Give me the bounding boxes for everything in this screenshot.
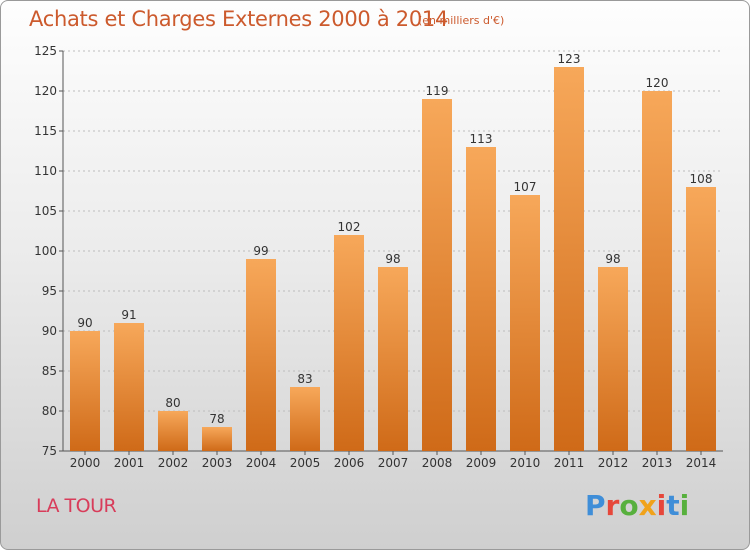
data-label-2006: 102	[338, 220, 361, 234]
y-tick-label: 75	[42, 444, 57, 458]
data-label-2005: 83	[297, 372, 312, 386]
x-tick-label-2003: 2003	[202, 456, 233, 470]
bar-2002	[158, 411, 188, 451]
chart-subtitle: (en milliers d'€)	[418, 14, 505, 27]
bar-2007	[378, 267, 408, 451]
data-label-2007: 98	[385, 252, 400, 266]
proxiti-logo: Proxiti	[585, 489, 689, 522]
data-label-2004: 99	[253, 244, 268, 258]
data-label-2000: 90	[77, 316, 92, 330]
bar-2013	[642, 91, 672, 451]
place-label: LA TOUR	[36, 495, 117, 517]
logo-letter: t	[666, 489, 680, 522]
data-label-2013: 120	[646, 76, 669, 90]
bar-2006	[334, 235, 364, 451]
data-labels: 90 91 80 78 99 83 102 98 119 113 107 123 98 120 108	[77, 52, 712, 426]
data-label-2014: 108	[690, 172, 713, 186]
data-label-2011: 123	[558, 52, 581, 66]
x-tick-label-2008: 2008	[422, 456, 453, 470]
x-tick-label-2011: 2011	[554, 456, 585, 470]
x-tick-label-2013: 2013	[642, 456, 673, 470]
bar-2003	[202, 427, 232, 451]
y-tick-label: 100	[34, 244, 57, 258]
x-tick-label-2007: 2007	[378, 456, 409, 470]
chart-title: Achats et Charges Externes 2000 à 2014	[29, 7, 449, 31]
x-tick-label-2002: 2002	[158, 456, 189, 470]
bar-2005	[290, 387, 320, 451]
y-tick-label: 95	[42, 284, 57, 298]
bar-2000	[70, 331, 100, 451]
data-label-2010: 107	[514, 180, 537, 194]
x-tick-label-2014: 2014	[686, 456, 717, 470]
logo-letter: o	[619, 489, 639, 522]
data-label-2003: 78	[209, 412, 224, 426]
y-tick-label: 80	[42, 404, 57, 418]
x-tick-label-2009: 2009	[466, 456, 497, 470]
y-tick-label: 110	[34, 164, 57, 178]
x-tick-label-2004: 2004	[246, 456, 277, 470]
bar-2001	[114, 323, 144, 451]
logo-letter: x	[638, 489, 657, 522]
y-tick-label: 115	[34, 124, 57, 138]
y-tick-label: 120	[34, 84, 57, 98]
x-tick-label-2000: 2000	[70, 456, 101, 470]
y-tick-label: 105	[34, 204, 57, 218]
logo-letter: P	[585, 489, 606, 522]
data-label-2012: 98	[605, 252, 620, 266]
bar-2008	[422, 99, 452, 451]
bar-2004	[246, 259, 276, 451]
logo-letter: r	[605, 489, 620, 522]
y-axis-ticks: 75 80 85 90 95 100 105 110 115 120 125	[34, 44, 63, 458]
data-label-2001: 91	[121, 308, 136, 322]
x-tick-label-2006: 2006	[334, 456, 365, 470]
bar-2010	[510, 195, 540, 451]
y-tick-label: 125	[34, 44, 57, 58]
x-tick-label-2001: 2001	[114, 456, 145, 470]
x-tick-label-2012: 2012	[598, 456, 629, 470]
logo-letter: i	[679, 489, 690, 522]
bar-2009	[466, 147, 496, 451]
logo-letter: i	[656, 489, 667, 522]
y-tick-label: 85	[42, 364, 57, 378]
bar-2011	[554, 67, 584, 451]
data-label-2002: 80	[165, 396, 180, 410]
data-label-2008: 119	[426, 84, 449, 98]
x-axis-ticks: 2000 2001 2002 2003 2004 2005 2006 2007 2008 2009…	[70, 451, 717, 470]
x-tick-label-2005: 2005	[290, 456, 321, 470]
y-tick-label: 90	[42, 324, 57, 338]
bar-2012	[598, 267, 628, 451]
x-tick-label-2010: 2010	[510, 456, 541, 470]
bars	[70, 67, 716, 451]
bar-2014	[686, 187, 716, 451]
data-label-2009: 113	[470, 132, 493, 146]
